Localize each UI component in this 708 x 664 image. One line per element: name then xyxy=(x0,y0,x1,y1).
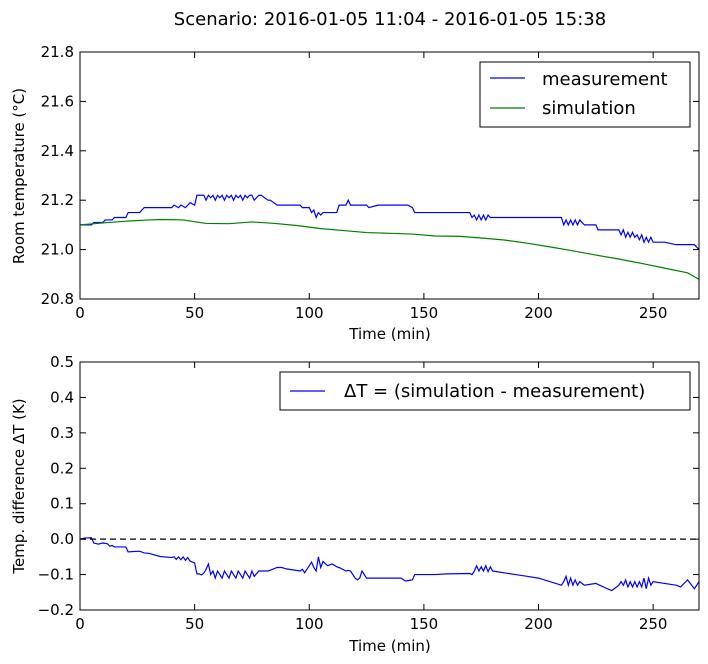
top-y-tick-label: 21.2 xyxy=(41,191,74,209)
bottom-y-tick-label: 0.5 xyxy=(50,353,74,371)
bottom-legend-box xyxy=(279,371,691,411)
top-x-tick-label: 250 xyxy=(639,304,668,322)
bottom-x-tick-label: 100 xyxy=(295,615,324,633)
top-series-line-1 xyxy=(79,218,700,280)
top-plot-frame xyxy=(79,51,700,300)
top-series-line-0 xyxy=(80,194,700,251)
bottom-x-tick-label: 50 xyxy=(185,615,204,633)
bottom-ticks: 0 50 100 150 200 250 −0.2 −0.1 0.0 0.1 0.2 0.3 0.4 0.… xyxy=(38,353,699,633)
bottom-y-axis-label: Temp. difference ΔT (K) xyxy=(10,398,28,574)
top-series-layer xyxy=(79,194,700,280)
bottom-legend: ΔT = (simulation - measurement) xyxy=(279,371,691,411)
top-x-tick-label: 150 xyxy=(410,304,439,322)
bottom-y-tick-label: 0.4 xyxy=(50,388,74,406)
legend-delta-label: ΔT = (simulation - measurement) xyxy=(344,381,645,402)
bottom-y-tick-label: 0.1 xyxy=(50,495,74,513)
bottom-y-tick-label: 0.3 xyxy=(50,424,74,442)
top-legend-box xyxy=(479,61,691,128)
top-y-tick-label: 21.0 xyxy=(41,241,74,259)
top-x-axis-label: Time (min) xyxy=(348,325,430,343)
legend-measurement-label: measurement xyxy=(542,69,668,90)
top-x-tick-label: 200 xyxy=(524,304,553,322)
top-ticks: 0 50 100 150 200 250 20.8 21.0 21.2 21.4 21.6 21.8 xyxy=(41,43,699,322)
top-subplot: 0 50 100 150 200 25020.821.021.221.421.621.8 … xyxy=(10,43,700,343)
bottom-x-tick-label: 200 xyxy=(524,615,553,633)
top-y-tick-label: 20.8 xyxy=(41,290,74,308)
top-x-tick-label: 50 xyxy=(185,304,204,322)
top-y-tick-label: 21.8 xyxy=(41,43,74,61)
bottom-x-tick-label: 250 xyxy=(639,615,668,633)
top-y-tick-label: 21.4 xyxy=(41,142,74,160)
top-x-tick-label: 100 xyxy=(295,304,324,322)
bottom-x-tick-label: 0 xyxy=(75,615,85,633)
bottom-series-line-0 xyxy=(79,537,700,592)
bottom-y-tick-label: −0.1 xyxy=(38,566,74,584)
bottom-plot-frame xyxy=(79,361,700,611)
bottom-subplot: 0 50 100 150 200 250 −0.2 −0.1 0.0 0.1 0.2 0.3 0.4 0.… xyxy=(10,353,700,655)
top-x-tick-label: 0 xyxy=(75,304,85,322)
figure-title: Scenario: 2016-01-05 11:04 - 2016-01-05 … xyxy=(174,9,606,30)
legend-simulation-label: simulation xyxy=(542,98,636,119)
top-y-axis-label: Room temperature (°C) xyxy=(10,88,28,264)
bottom-y-tick-label: 0.2 xyxy=(50,459,74,477)
bottom-series-layer xyxy=(79,537,700,592)
top-legend: measurement simulation xyxy=(479,61,691,128)
bottom-y-tick-label: 0.0 xyxy=(50,530,74,548)
bottom-x-axis-label: Time (min) xyxy=(348,637,430,655)
bottom-y-tick-label: −0.2 xyxy=(38,601,74,619)
bottom-x-tick-label: 150 xyxy=(410,615,439,633)
top-y-tick-label: 21.6 xyxy=(41,92,74,110)
